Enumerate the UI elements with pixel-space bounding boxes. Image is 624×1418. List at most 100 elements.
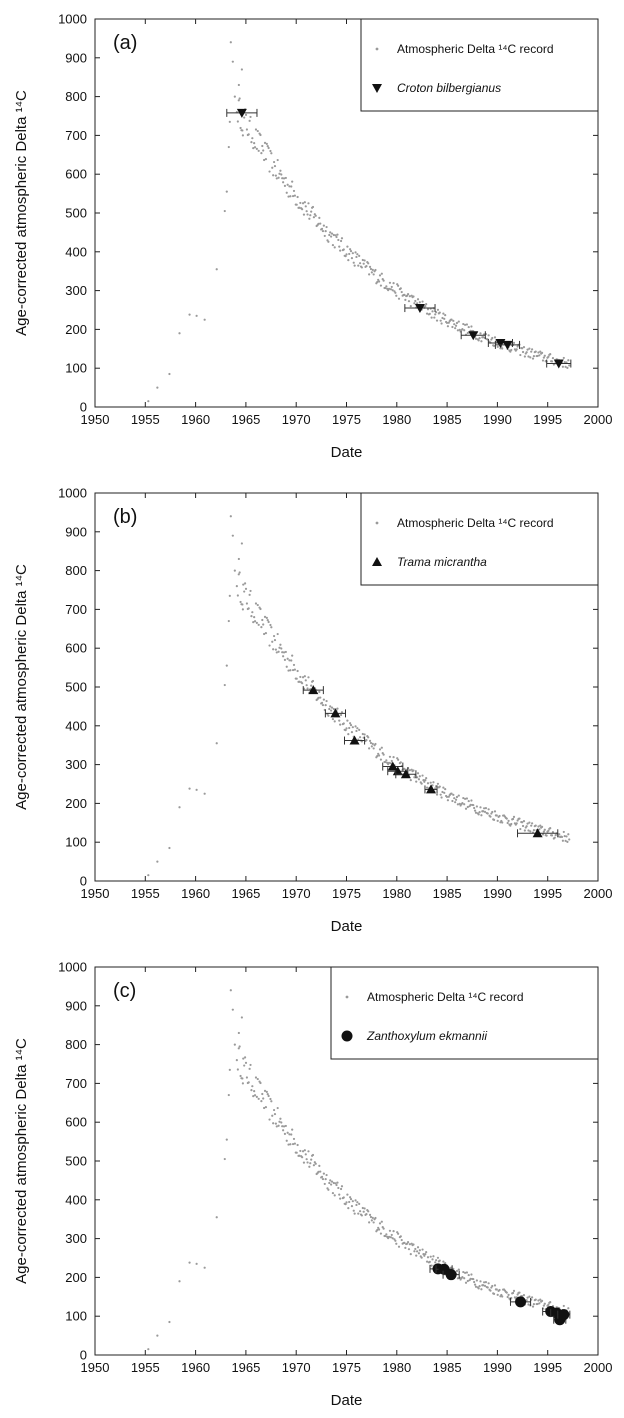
record-point	[353, 264, 356, 267]
record-point	[408, 295, 411, 298]
record-point	[566, 840, 569, 843]
x-tick-label: 1980	[382, 886, 411, 901]
record-point	[541, 359, 545, 362]
y-tick-label: 500	[65, 680, 87, 695]
record-point	[233, 569, 236, 572]
record-point	[237, 557, 240, 561]
record-point	[483, 807, 486, 810]
record-point	[282, 651, 286, 654]
record-point	[225, 1138, 228, 1141]
record-point	[253, 620, 257, 623]
record-point	[307, 1150, 310, 1153]
species-data-point	[400, 769, 411, 779]
record-point	[388, 281, 392, 284]
record-point	[264, 158, 268, 161]
record-point	[156, 860, 159, 863]
record-point	[339, 239, 343, 243]
record-point	[507, 819, 510, 822]
record-point	[435, 311, 438, 314]
record-point	[413, 1250, 416, 1253]
x-tick-label: 1990	[483, 412, 512, 427]
record-point	[455, 321, 459, 325]
record-point	[301, 208, 304, 211]
record-point	[397, 758, 400, 761]
record-point	[252, 147, 255, 150]
record-point	[568, 838, 571, 841]
y-tick-label: 400	[65, 244, 87, 259]
record-point	[509, 350, 512, 353]
legend-species-symbol	[372, 84, 382, 93]
record-point	[565, 835, 568, 838]
record-point	[203, 1266, 206, 1269]
atmospheric-record-series	[147, 515, 571, 877]
record-point	[539, 1298, 542, 1301]
record-point	[254, 128, 258, 131]
record-point	[498, 814, 501, 818]
record-point	[328, 707, 331, 711]
record-point	[377, 280, 381, 283]
record-point	[440, 796, 443, 799]
record-point	[389, 288, 392, 291]
record-point	[239, 600, 242, 604]
record-point	[289, 195, 292, 198]
record-point	[256, 129, 259, 133]
record-point	[283, 184, 287, 187]
record-point	[397, 297, 401, 300]
record-point	[345, 1201, 348, 1204]
record-point	[531, 357, 535, 360]
x-tick-label: 1995	[533, 1360, 562, 1375]
record-point	[426, 782, 430, 785]
record-point	[276, 1106, 279, 1110]
record-point	[521, 347, 524, 350]
record-point	[368, 273, 371, 276]
record-point	[227, 619, 230, 623]
record-point	[528, 821, 531, 824]
record-point	[483, 1281, 486, 1284]
record-point	[360, 266, 363, 269]
record-point	[484, 1281, 488, 1284]
record-point	[372, 273, 375, 276]
record-point	[349, 250, 353, 253]
record-point	[314, 1162, 317, 1165]
species-data-point	[236, 108, 247, 118]
record-point	[542, 1304, 545, 1307]
record-point	[483, 1284, 487, 1287]
record-point	[360, 1214, 363, 1217]
record-point	[426, 308, 430, 311]
record-point	[327, 714, 330, 717]
record-point	[534, 1298, 537, 1301]
legend-species-label: Trama micrantha	[397, 555, 487, 569]
record-point	[489, 1289, 492, 1292]
record-point	[346, 245, 349, 248]
record-point	[561, 365, 564, 368]
record-point	[378, 748, 382, 751]
record-point	[540, 1299, 544, 1302]
record-point	[282, 1129, 285, 1132]
panel-label: (c)	[113, 980, 136, 1002]
record-point	[342, 248, 345, 251]
y-axis-label: Age-corrected atmospheric Delta ¹⁴C	[13, 564, 30, 810]
record-point	[243, 590, 246, 593]
record-point	[547, 355, 550, 358]
record-point	[532, 1303, 536, 1306]
record-point	[492, 344, 496, 348]
record-point	[501, 821, 504, 824]
record-point	[550, 834, 554, 837]
record-point	[253, 1089, 256, 1093]
record-point	[473, 809, 477, 812]
record-point	[491, 1284, 494, 1288]
record-point	[463, 329, 466, 332]
record-point	[346, 719, 349, 722]
record-point	[340, 711, 344, 714]
record-point	[463, 803, 466, 806]
record-point	[474, 337, 478, 340]
record-point	[568, 364, 571, 367]
record-point	[450, 792, 453, 795]
record-point	[188, 1261, 191, 1264]
record-point	[562, 1304, 565, 1308]
record-point	[408, 769, 411, 772]
record-point	[285, 1139, 288, 1142]
record-point	[434, 1261, 437, 1264]
record-point	[334, 234, 337, 237]
record-point	[420, 782, 423, 785]
